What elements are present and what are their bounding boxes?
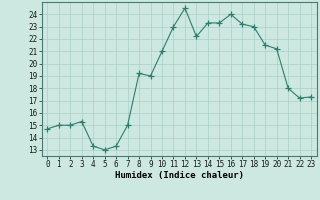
X-axis label: Humidex (Indice chaleur): Humidex (Indice chaleur) <box>115 171 244 180</box>
